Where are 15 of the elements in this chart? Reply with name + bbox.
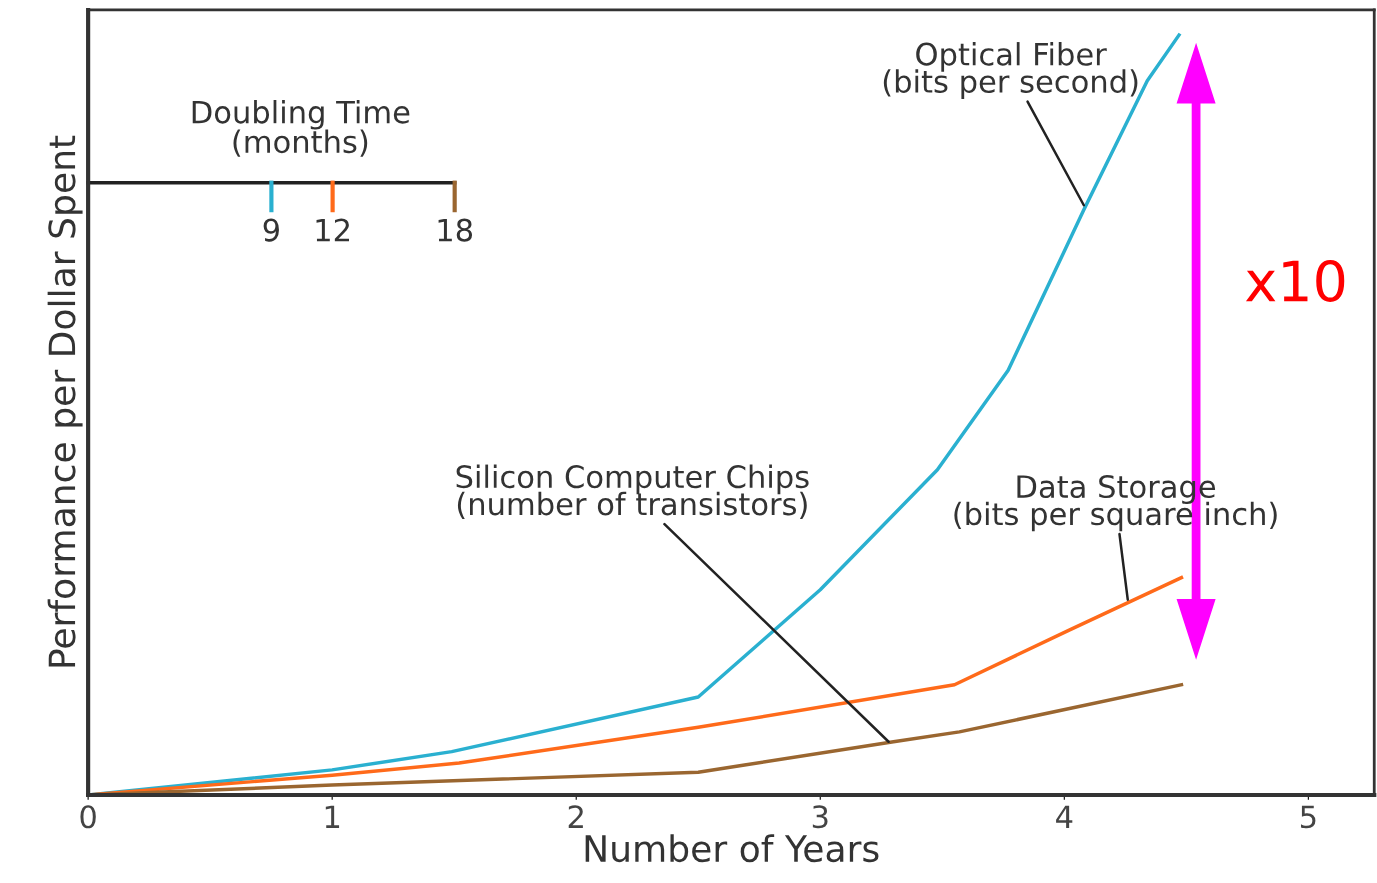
x-axis-title: Number of Years xyxy=(585,834,879,863)
x-tick-label: 5 xyxy=(1300,805,1316,829)
legend-label: 9 xyxy=(263,218,279,242)
legend-title: Doubling Time (months) xyxy=(192,99,410,157)
legend-label: 18 xyxy=(438,218,473,242)
legend-label: 12 xyxy=(316,218,349,242)
x-tick-label: 3 xyxy=(812,805,828,829)
annotation: Optical Fiber (bits per second) xyxy=(883,42,1138,99)
annotation: Silicon Computer Chips (number of transistors) xyxy=(456,464,809,520)
x-tick-label: 0 xyxy=(80,805,96,829)
x-tick-label: 1 xyxy=(325,805,340,828)
y-axis-title: Performance per Dollar Spent xyxy=(47,135,83,667)
x-tick-label: 2 xyxy=(568,805,583,828)
x-tick-label: 4 xyxy=(1056,805,1073,828)
annotation: x10 xyxy=(1245,259,1345,302)
